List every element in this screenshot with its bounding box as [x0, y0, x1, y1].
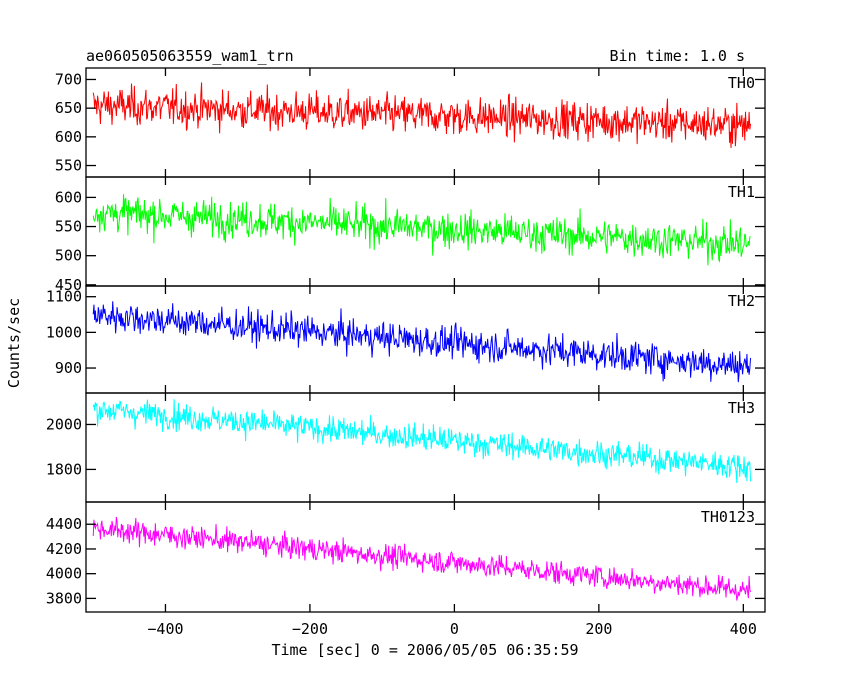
y-tick-label: 550	[55, 157, 82, 175]
y-tick-label: 3800	[46, 589, 82, 607]
x-axis-label: Time [sec] 0 = 2006/05/05 06:35:59	[271, 641, 578, 659]
y-tick-label: 2000	[46, 415, 82, 433]
panel-frame	[85, 501, 766, 613]
x-tick-label: −200	[292, 620, 328, 638]
chart-title: ae060505063559_wam1_trn	[86, 47, 294, 65]
x-tick-label: 200	[585, 620, 612, 638]
y-tick-label: 4000	[46, 565, 82, 583]
panel-label-th0: TH0	[728, 74, 755, 92]
y-tick-label: 900	[55, 359, 82, 377]
y-tick-label: 4200	[46, 540, 82, 558]
x-tick-label: −400	[147, 620, 183, 638]
y-tick-label: 600	[55, 188, 82, 206]
y-tick-label: 4400	[46, 515, 82, 533]
y-tick-label: 450	[55, 276, 82, 294]
series-th0-line	[92, 82, 752, 148]
x-tick-label: 400	[730, 620, 757, 638]
bin-time-label: Bin time: 1.0 s	[610, 47, 745, 65]
panel-label-th1: TH1	[728, 183, 755, 201]
panel-label-th0123: TH0123	[701, 508, 755, 526]
panel-th1: 450 500 550 600 TH1	[55, 176, 766, 294]
y-tick-label: 700	[55, 70, 82, 88]
panels-group: 550 600 650 700 TH0 450 500 550 600 TH1 900 1000 110…	[46, 67, 766, 613]
y-tick-label: 600	[55, 128, 82, 146]
panel-label-th3: TH3	[728, 399, 755, 417]
series-th2-line	[92, 301, 752, 383]
x-axis: −400 −200 0 200 400	[147, 620, 756, 638]
y-tick-label: 550	[55, 218, 82, 236]
x-tick-label: 0	[450, 620, 459, 638]
panel-th2: 900 1000 1100 TH2	[46, 285, 766, 394]
y-axis-label: Counts/sec	[5, 298, 23, 388]
panel-th0123: 3800 4000 4200 4400 TH0123	[46, 501, 766, 613]
y-tick-label: 500	[55, 247, 82, 265]
y-tick-label: 1000	[46, 323, 82, 341]
panel-label-th2: TH2	[728, 292, 755, 310]
y-tick-label: 1100	[46, 288, 82, 306]
y-tick-label: 1800	[46, 460, 82, 478]
series-th3-line	[92, 399, 752, 484]
y-tick-label: 650	[55, 99, 82, 117]
series-th0123-line	[92, 516, 752, 601]
series-th1-line	[92, 194, 751, 266]
